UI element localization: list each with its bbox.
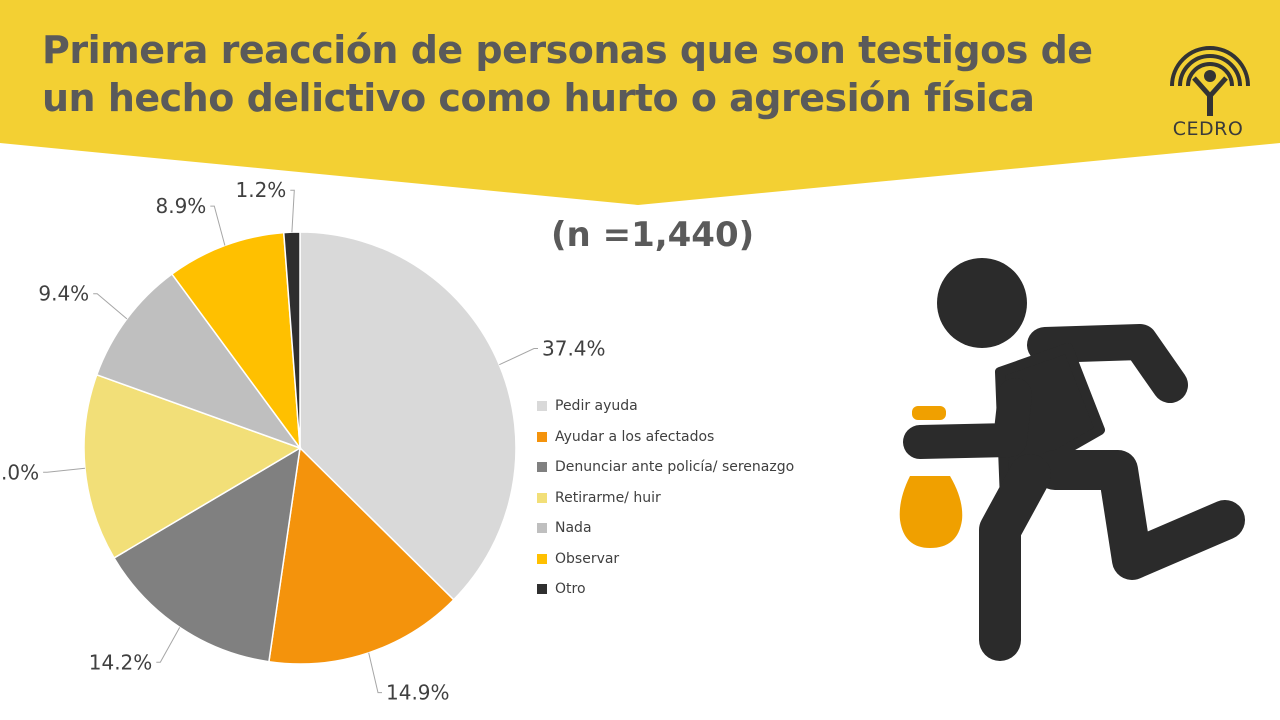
data-label-nada: 9.4% <box>38 282 89 306</box>
legend-item-pedir-ayuda: Pedir ayuda <box>537 391 794 422</box>
pie-chart: 37.4% 14.9% 14.2% 14.0% 9.4% 8.9% 1.2% <box>0 178 606 705</box>
legend-swatch <box>537 431 547 442</box>
leader-line-retirarme-huir <box>43 467 86 473</box>
legend-item-retirarme-huir: Retirarme/ huir <box>537 483 794 514</box>
leader-line-otro <box>290 189 295 233</box>
legend-swatch <box>537 492 547 503</box>
data-label-retirarme-huir: 14.0% <box>0 460 39 484</box>
legend-swatch <box>537 553 547 564</box>
page-title: Primera reacción de personas que son tes… <box>42 28 1093 120</box>
legend-label: Nada <box>555 520 592 537</box>
leader-line-nada <box>93 293 128 320</box>
data-label-observar: 8.9% <box>155 194 206 218</box>
pie-slice-nada <box>95 273 303 450</box>
legend-label: Denunciar ante policía/ serenazgo <box>555 459 795 476</box>
banner-shape <box>0 0 1280 205</box>
sample-size-label: (n =1,440) <box>551 215 755 255</box>
chart-legend: Pedir ayuda Ayudar a los afectados Denunci… <box>537 391 794 605</box>
leader-line-denunciar-ante-policia-serenazgo <box>156 627 181 663</box>
legend-label: Pedir ayuda <box>555 398 638 415</box>
legend-item-denunciar-ante-policia-serenazgo: Denunciar ante policía/ serenazgo <box>537 452 794 483</box>
money-bag-icon <box>899 406 963 548</box>
legend-label: Retirarme/ huir <box>555 489 661 506</box>
leader-line-ayudar-a-los-afectados <box>368 652 382 694</box>
cedro-logo-icon <box>1170 46 1250 116</box>
legend-swatch <box>537 462 547 473</box>
legend-label: Observar <box>555 550 620 567</box>
leader-line-observar <box>210 205 226 246</box>
legend-label: Ayudar a los afectados <box>555 428 715 445</box>
legend-label: Otro <box>555 581 586 598</box>
leader-line-pedir-ayuda <box>499 348 538 366</box>
header-banner <box>0 0 1280 205</box>
legend-swatch <box>537 523 547 534</box>
legend-swatch <box>537 584 547 595</box>
legend-swatch <box>537 401 547 412</box>
logo-text: CEDRO <box>1172 118 1244 140</box>
data-label-ayudar-a-los-afectados: 14.9% <box>386 681 450 705</box>
pie-slice-ayudar-a-los-afectados <box>268 446 455 665</box>
legend-item-ayudar-a-los-afectados: Ayudar a los afectados <box>537 422 794 453</box>
thief-figure <box>903 258 1245 661</box>
pie-slice-pedir-ayuda <box>299 231 517 601</box>
legend-item-otro: Otro <box>537 574 794 605</box>
legend-item-nada: Nada <box>537 513 794 544</box>
thief-running-icon <box>899 258 1245 661</box>
legend-item-observar: Observar <box>537 544 794 575</box>
data-label-otro: 1.2% <box>235 178 286 202</box>
data-label-pedir-ayuda: 37.4% <box>542 337 606 361</box>
data-label-denunciar-ante-policia-serenazgo: 14.2% <box>89 650 153 674</box>
